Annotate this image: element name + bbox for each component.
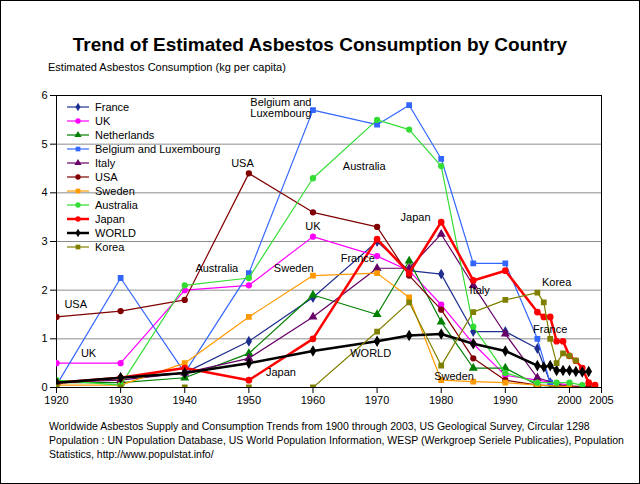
html-text:Korea: Korea [95, 241, 125, 253]
svg-text:1980: 1980 [429, 394, 453, 406]
svg-text:1970: 1970 [365, 394, 389, 406]
svg-text:1940: 1940 [172, 394, 196, 406]
svg-text:Korea: Korea [542, 276, 572, 288]
svg-text:1920: 1920 [44, 394, 68, 406]
svg-text:Australia: Australia [195, 262, 239, 274]
html-text:Netherlands: Netherlands [95, 129, 155, 141]
svg-text:Sweden: Sweden [274, 262, 314, 274]
svg-text:Australia: Australia [343, 160, 387, 172]
html-text:Worldwide Asbestos Supply and: Worldwide Asbestos Supply and Consumptio… [49, 420, 590, 432]
svg-text:Italy: Italy [470, 284, 491, 296]
html-text:USA: USA [95, 171, 118, 183]
svg-text:USA: USA [64, 298, 87, 310]
svg-text:1930: 1930 [108, 394, 132, 406]
svg-text:6: 6 [41, 89, 47, 101]
svg-text:Sweden: Sweden [434, 370, 474, 382]
svg-text:3: 3 [41, 235, 47, 247]
html-text:Sweden: Sweden [95, 185, 135, 197]
svg-text:2005: 2005 [589, 394, 613, 406]
html-text:UK: UK [95, 115, 111, 127]
html-text:Population : UN Population Dat: Population : UN Population Database, US … [49, 434, 624, 446]
svg-text:1: 1 [41, 332, 47, 344]
html-text:Japan: Japan [95, 213, 125, 225]
svg-text:2000: 2000 [557, 394, 581, 406]
svg-text:0: 0 [41, 381, 47, 393]
html-text:Australia: Australia [95, 199, 138, 211]
svg-text:1990: 1990 [493, 394, 517, 406]
html-text:Belgium and Luxembourg: Belgium and Luxembourg [95, 143, 221, 155]
html-text:France: France [95, 101, 130, 113]
html-text:Statistics, http://www.populst: Statistics, http://www.populstat.info/ [49, 448, 214, 460]
svg-text:France: France [533, 323, 567, 335]
html-text:Trend of Estimated Asbestos Co: Trend of Estimated Asbestos Consumption … [72, 34, 568, 55]
svg-text:4: 4 [41, 186, 47, 198]
svg-text:1960: 1960 [301, 394, 325, 406]
svg-text:USA: USA [231, 157, 254, 169]
svg-text:WORLD: WORLD [350, 347, 391, 359]
html-text:WORLD: WORLD [95, 227, 136, 239]
svg-text:5: 5 [41, 138, 47, 150]
svg-text:1950: 1950 [237, 394, 261, 406]
svg-text:Japan: Japan [401, 211, 431, 223]
svg-text:France: France [341, 252, 375, 264]
html-text:Italy: Italy [95, 157, 116, 169]
svg-text:2: 2 [41, 284, 47, 296]
svg-text:Belgium andLuxembourg: Belgium andLuxembourg [250, 96, 311, 119]
svg-text:Japan: Japan [266, 366, 296, 378]
svg-text:UK: UK [305, 220, 321, 232]
html-text:Estimated Asbestos Consumption: Estimated Asbestos Consumption (kg per c… [48, 61, 286, 73]
svg-text:UK: UK [81, 347, 97, 359]
